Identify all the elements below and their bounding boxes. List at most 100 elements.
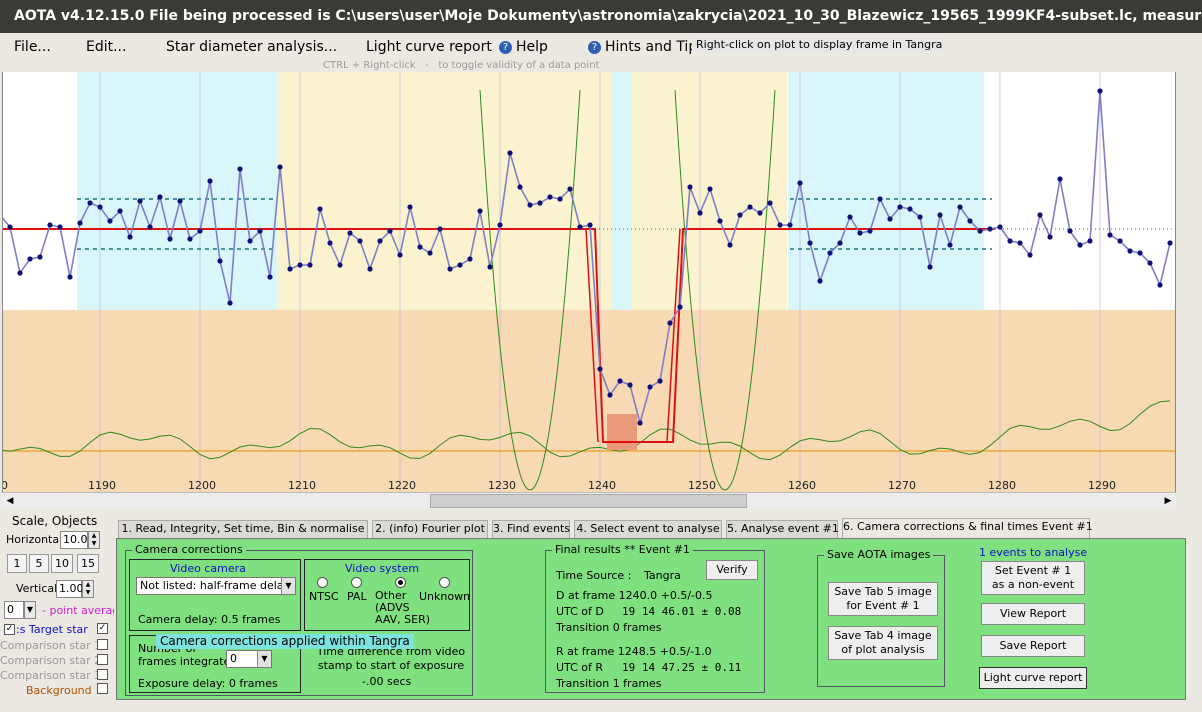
data-point (847, 214, 853, 220)
tab-read-integrity[interactable]: 1. Read, Integrity, Set time, Bin & norm… (118, 520, 368, 538)
scroll-thumb[interactable] (430, 494, 747, 508)
data-point (387, 228, 393, 234)
menu-help[interactable]: ? Help (499, 39, 548, 55)
scroll-right-icon[interactable]: ▶ (1164, 496, 1172, 506)
menu-light-curve-report[interactable]: Light curve report (366, 39, 492, 55)
green-parabola-r (674, 89, 776, 491)
light-curve-svg[interactable]: 1190 1200 1210 1220 1230 1240 1250 1260 1270 1280… (3, 72, 1176, 492)
verify-button[interactable]: Verify (706, 560, 758, 580)
data-point (1097, 88, 1103, 94)
right-click-hint: Right-click on plot to display frame in … (693, 38, 946, 52)
r-transition: Transition 1 frames (556, 677, 662, 690)
video-camera-title: Video camera (170, 562, 246, 575)
data-point (157, 194, 163, 200)
horizontal-label: Horizontal (6, 533, 63, 546)
tab-find-events[interactable]: 3. Find events (492, 520, 570, 538)
tab-select-event[interactable]: 4. Select event to analyse (574, 520, 722, 538)
horizontal-scrollbar[interactable]: ◀ ▶ (2, 492, 1176, 509)
menu-edit[interactable]: Edit... (86, 39, 127, 55)
save-report-button[interactable]: Save Report (981, 635, 1085, 657)
tab-camera-corrections[interactable]: 6. Camera corrections & final times Even… (842, 518, 1093, 538)
data-point (987, 226, 993, 232)
scale-button-1[interactable]: 1 (7, 554, 27, 573)
tab-analyse-event[interactable]: 5. Analyse event #1 (726, 520, 839, 538)
time-difference-value: -.00 secs (362, 675, 412, 688)
save-tab5-button[interactable]: Save Tab 5 image for Event # 1 (828, 582, 938, 616)
chevron-down-icon[interactable]: ▼ (281, 578, 295, 594)
radio-other[interactable] (395, 577, 406, 588)
horizontal-spin-icon[interactable]: ▲ ▼ (88, 531, 100, 549)
data-point (827, 250, 833, 256)
scale-button-5[interactable]: 5 (29, 554, 49, 573)
data-point (947, 242, 953, 248)
d-utc-value: 19 14 46.01 ± 0.08 (622, 605, 742, 618)
target-visible-checkbox[interactable]: ✓ (4, 624, 15, 635)
chevron-down-icon[interactable]: ▼ (24, 601, 36, 619)
data-point (687, 184, 693, 190)
scale-button-15[interactable]: 15 (77, 554, 99, 573)
comparison-1-checkbox[interactable] (97, 639, 108, 650)
light-curve-report-button[interactable]: Light curve report (979, 667, 1087, 689)
data-point (977, 228, 983, 234)
data-point (137, 198, 143, 204)
vertical-scale-input[interactable]: 1.00 (56, 580, 84, 598)
data-point (1027, 252, 1033, 258)
save-tab4-button[interactable]: Save Tab 4 image of plot analysis (828, 626, 938, 660)
set-non-event-button[interactable]: Set Event # 1 as a non-event (981, 561, 1085, 595)
event-highlight-box (607, 414, 637, 450)
radio-ntsc[interactable] (317, 577, 328, 588)
data-point (707, 186, 713, 192)
search-zone-left (277, 72, 613, 310)
camera-corrections-title: Camera corrections (132, 543, 246, 556)
chevron-down-icon[interactable]: ▼ (257, 651, 271, 667)
tab-fourier-plot[interactable]: 2. (info) Fourier plot (372, 520, 488, 538)
x-tick-label: 1260 (788, 479, 816, 492)
point-average-select[interactable]: 0 (4, 601, 24, 619)
video-system-group: Video system NTSC PAL Other (ADVS AAV, S… (304, 559, 470, 631)
horizontal-scale-input[interactable]: 10.0 (60, 531, 88, 549)
radio-unknown[interactable] (439, 577, 450, 588)
data-point (77, 220, 83, 226)
data-point (27, 256, 33, 262)
background-label: Background (26, 684, 92, 697)
window-title: AOTA v4.12.15.0 File being processed is … (0, 0, 1202, 33)
data-point (867, 228, 873, 234)
view-report-button[interactable]: View Report (981, 603, 1085, 625)
data-point (637, 420, 643, 426)
menu-file[interactable]: File... (14, 39, 51, 55)
data-point (207, 178, 213, 184)
data-point (177, 198, 183, 204)
data-point (237, 166, 243, 172)
x-tick-label: 1210 (288, 479, 316, 492)
data-point (897, 204, 903, 210)
data-point (57, 224, 63, 230)
data-point (787, 222, 793, 228)
final-results-group: Final results ** Event #1 Time Source : … (545, 543, 765, 693)
data-point (1117, 238, 1123, 244)
r-frame: R at frame 1248.5 +0.5/-1.0 (556, 645, 712, 658)
baseline-zone-left (77, 72, 277, 310)
ntsc-label: NTSC (309, 590, 339, 603)
menu-hints[interactable]: ? Hints and Tips (588, 39, 692, 55)
scale-button-10[interactable]: 10 (51, 554, 73, 573)
data-point (1077, 242, 1083, 248)
radio-pal[interactable] (351, 577, 362, 588)
vertical-spin-icon[interactable]: ▲ ▼ (82, 580, 94, 598)
data-point (417, 244, 423, 250)
comparison-2-checkbox[interactable] (97, 654, 108, 665)
data-point (737, 212, 743, 218)
data-point (447, 266, 453, 272)
target-star-checkbox[interactable]: ✓ (97, 623, 108, 634)
comparison-3-checkbox[interactable] (97, 669, 108, 680)
background-checkbox[interactable] (97, 683, 108, 694)
data-point (997, 224, 1003, 230)
data-point (497, 222, 503, 228)
menu-star-diameter[interactable]: Star diameter analysis... (166, 39, 338, 55)
data-point (927, 264, 933, 270)
camera-select[interactable]: Not listed: half-frame delay (136, 577, 296, 595)
data-point (297, 262, 303, 268)
time-source-label: Time Source : (556, 569, 632, 582)
data-point (277, 164, 283, 170)
scroll-left-icon[interactable]: ◀ (6, 496, 14, 506)
light-curve-plot[interactable]: 1190 1200 1210 1220 1230 1240 1250 1260 1270 1280… (2, 72, 1176, 492)
